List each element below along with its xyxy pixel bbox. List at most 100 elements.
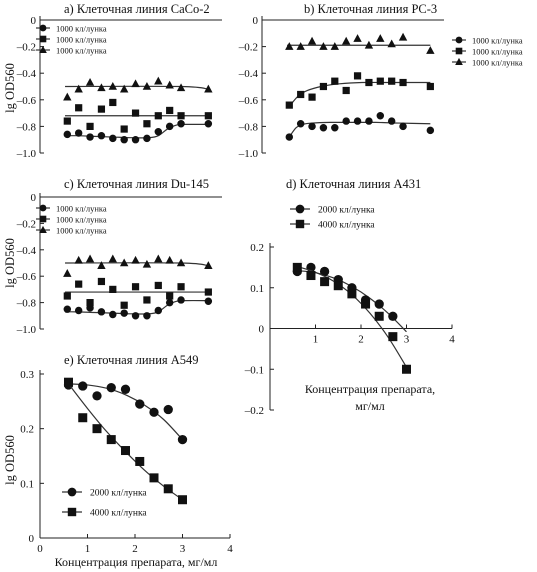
x-tick-label: 1	[85, 543, 91, 555]
y-tick-label: –0.1	[244, 364, 264, 376]
data-point	[154, 281, 162, 290]
legend-label: 1000 кл/лунка	[472, 47, 523, 57]
series-square	[64, 377, 187, 505]
data-point	[308, 122, 316, 131]
data-point	[166, 292, 174, 300]
data-point	[204, 120, 213, 128]
data-point	[292, 262, 302, 272]
data-point	[131, 79, 140, 88]
legend-marker	[67, 487, 77, 497]
y-tick-label: 0	[253, 15, 259, 27]
data-point	[119, 84, 129, 93]
data-point	[109, 310, 117, 319]
y-tick-label: 0	[31, 15, 37, 27]
fit-curve	[65, 85, 209, 90]
data-point	[331, 77, 339, 85]
legend-label: 2000 кл/лунка	[90, 489, 147, 499]
data-point	[285, 133, 294, 141]
series-circle	[63, 296, 213, 320]
data-point	[306, 271, 316, 281]
series-circle	[63, 120, 213, 144]
y-tick-label: 0.2	[250, 242, 264, 254]
legend-marker	[39, 24, 47, 32]
data-point	[143, 134, 151, 143]
panel-e-title: e) Клеточная линия A549	[64, 353, 199, 367]
data-point	[353, 34, 362, 42]
data-point	[388, 77, 396, 85]
data-point	[176, 83, 186, 92]
panel-a-caco2: a) Клеточная линия CaCo-2 lg OD560 0 –0.2…	[3, 2, 222, 160]
data-point	[142, 259, 152, 268]
legend-label: 4000 кл/лунка	[90, 509, 147, 519]
data-point	[106, 435, 116, 445]
data-point	[399, 78, 407, 87]
data-point	[149, 473, 159, 483]
data-point	[330, 42, 339, 50]
data-point	[131, 135, 140, 144]
data-point	[177, 120, 185, 128]
fit-curve	[68, 383, 183, 501]
data-point	[78, 381, 88, 391]
data-point	[297, 90, 305, 99]
data-point	[353, 72, 362, 80]
legend-marker	[295, 219, 305, 229]
legend-marker	[39, 215, 47, 223]
data-point	[376, 34, 385, 42]
data-point	[333, 281, 343, 291]
panel-c-title: c) Клеточная линия Du-145	[64, 177, 209, 191]
panel-d-title: d) Клеточная линия A431	[286, 177, 421, 191]
data-point	[296, 120, 305, 128]
data-point	[154, 306, 163, 315]
data-point	[131, 283, 140, 291]
legend-label: 4000 кл/лунка	[318, 221, 375, 231]
data-point	[74, 129, 83, 137]
panel-d-xlabel-line2: мг/мл	[355, 399, 384, 413]
legend-label: 1000 кл/лунка	[56, 204, 107, 214]
y-tick-label: –0.2	[244, 405, 264, 417]
y-tick-label: 0	[29, 533, 35, 545]
legend-label: 1000 кл/лунка	[56, 46, 107, 56]
legend-label: 1000 кл/лунка	[56, 35, 107, 45]
y-tick-label: 0.1	[250, 283, 264, 295]
series-circle	[285, 112, 435, 141]
data-point	[86, 122, 94, 130]
x-tick-label: 3	[404, 334, 410, 346]
data-point	[97, 308, 106, 316]
data-point	[163, 404, 173, 415]
data-point	[143, 312, 151, 320]
data-point	[97, 131, 106, 140]
series-square	[63, 277, 212, 309]
y-tick-label: –1.0	[238, 148, 259, 160]
data-point	[131, 312, 140, 320]
legend-label: 1000 кл/лунка	[56, 226, 107, 236]
data-point	[119, 258, 129, 267]
y-tick-label: –0.8	[16, 298, 37, 310]
data-point	[285, 42, 294, 50]
data-point	[177, 283, 185, 291]
y-tick-label: 0.2	[20, 424, 34, 436]
data-point	[78, 413, 88, 423]
data-point	[347, 289, 357, 299]
data-point	[204, 84, 213, 93]
data-point	[365, 78, 373, 87]
series-triangle	[285, 32, 435, 54]
data-point	[319, 266, 330, 277]
data-point	[142, 82, 152, 90]
legend-label: 1000 кл/лунка	[472, 36, 523, 46]
y-tick-label: –0.6	[238, 95, 259, 107]
panel-b-title: b) Клеточная линия PC-3	[304, 2, 437, 16]
data-point	[376, 77, 384, 85]
y-tick-label: –1.0	[16, 148, 37, 160]
data-point	[143, 296, 151, 304]
series-square	[292, 262, 411, 374]
series-square	[285, 72, 434, 109]
data-point	[97, 277, 106, 286]
data-point	[342, 117, 350, 125]
data-point	[341, 36, 351, 45]
data-point	[97, 105, 106, 113]
y-tick-label: –0.2	[238, 42, 258, 54]
data-point	[135, 399, 145, 409]
y-tick-label: –0.2	[16, 218, 36, 230]
data-point	[308, 93, 316, 101]
x-tick-label: 3	[180, 543, 186, 555]
